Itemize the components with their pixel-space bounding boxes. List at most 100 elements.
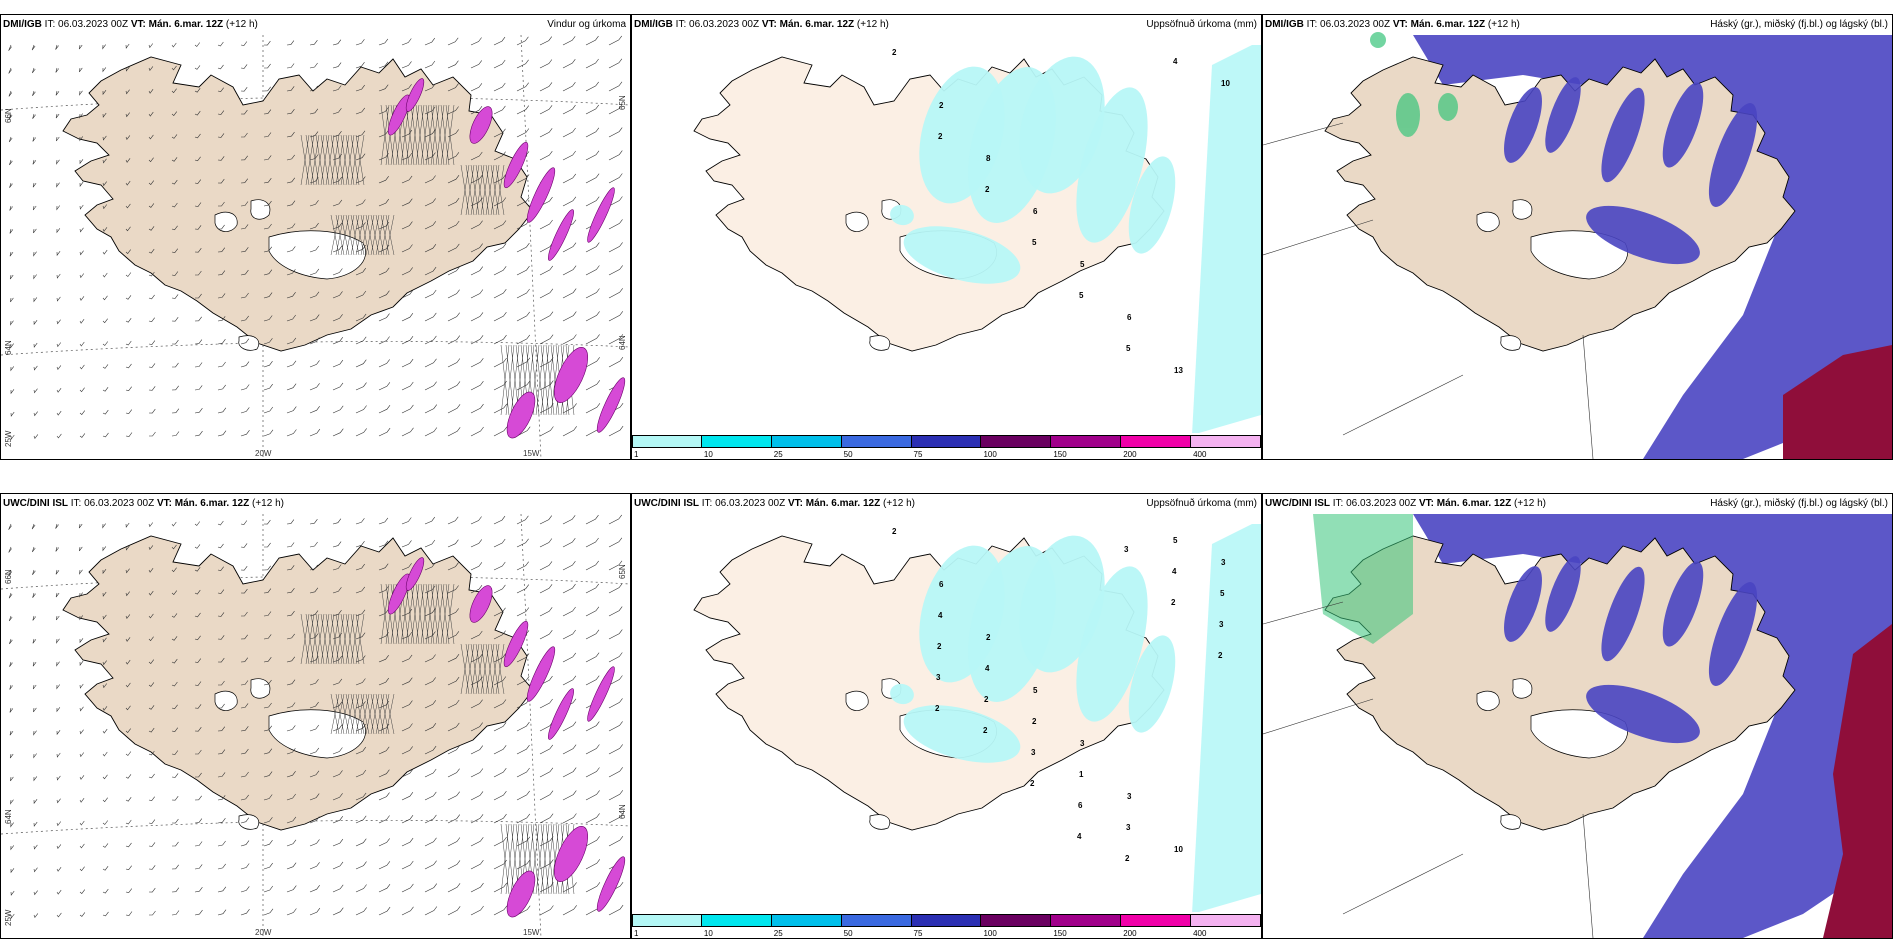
wind-barb [148,89,154,94]
wind-barb [10,366,15,372]
precip-value: 5 [1173,536,1178,545]
wind-barb [608,242,623,253]
wind-barb [401,244,413,253]
wind-barb [286,633,295,640]
wind-barb [401,769,414,778]
wind-barb [447,516,459,525]
wind-barb [585,311,600,322]
colorbar-tick-label: 400 [1193,929,1207,938]
wind-barb [470,562,483,571]
wind-barb [401,221,413,230]
wind-barb [79,387,85,393]
wind-barb [9,159,13,166]
wind-barb [102,706,108,711]
model-name: DMI/IGB [634,19,673,30]
wind-barb [55,569,60,575]
wind-barb [562,334,577,345]
wind-barb [31,523,36,530]
wind-barb [79,113,83,119]
wind-barb [562,744,577,755]
precip-blob [387,94,411,136]
precip-value: 2 [1030,779,1035,788]
wind-barb [240,634,248,640]
wind-barb [8,90,13,97]
wind-barb [401,267,413,276]
wind-barb [263,840,273,847]
wind-barb [263,109,272,115]
wind-barb [32,592,36,598]
wind-barb [102,683,108,689]
wind-barb [10,890,15,896]
hatch-line [470,643,480,695]
wind-barb [171,658,178,664]
wind-barb [562,150,576,161]
wind-barb [355,62,365,69]
wind-barb [125,659,131,665]
wind-barb [539,334,554,345]
wind-barb [470,791,484,801]
panel-title: Háský (gr.), miðský (fj.bl.) og lágský (… [1710,19,1888,30]
wind-barb [263,429,274,437]
wind-barb [493,791,507,801]
model-name: UWC/DINI ISL [3,498,68,509]
wind-barb [470,426,484,437]
wind-barb [195,749,202,755]
wind-barb [424,335,437,345]
cloud-cover-map [1263,494,1892,938]
precip-blob [526,646,556,702]
wind-barb [493,289,507,299]
precip-value: 2 [984,695,989,704]
wind-barb [378,427,391,437]
wind-barb [401,860,414,870]
wind-barb [263,679,272,686]
wind-barb [217,657,225,663]
wind-barb [309,747,320,755]
wind-barb [102,341,109,346]
wind-barb [148,43,154,49]
wind-barb [33,821,38,827]
wind-barb [447,906,461,916]
hatch-line [415,104,425,166]
wind-barb [240,64,248,69]
wind-barb [241,611,248,617]
wind-barb [608,560,623,571]
wind-barb [240,840,250,847]
hatch-line [475,643,485,695]
wind-barb [516,607,530,617]
precip-value: 6 [1033,207,1038,216]
precip-area [1128,156,1176,254]
cloud-patch [1438,93,1458,121]
wind-barb [309,541,318,548]
wind-barb [401,723,413,732]
wind-barb [332,541,342,548]
precip-value: 4 [938,611,943,620]
precip-value: 2 [1032,717,1037,726]
wind-barb [194,841,203,847]
wind-barb [516,334,531,345]
wind-barb [171,521,177,527]
hatch-line [550,823,560,895]
wind-barb [8,523,12,530]
precip-value: 4 [1172,567,1177,576]
wind-barb [608,652,623,663]
wind-barb [424,244,437,253]
wind-barb [516,288,530,299]
graticule-line [1,341,630,356]
wind-barb [585,744,600,755]
precip-value: 6 [1127,313,1132,322]
wind-barb [447,814,461,824]
colorbar-swatch [701,914,772,927]
wind-barb [79,912,86,917]
wind-barb [562,721,577,732]
wind-barb [263,519,271,525]
wind-barb [516,197,530,207]
wind-barb [585,242,600,253]
wind-barb [562,606,576,617]
wind-barb [171,271,179,276]
wind-barb [539,426,554,437]
boundary-line [1582,334,1594,459]
wind-barb [286,679,296,686]
wind-barb [9,205,13,211]
wind-barb [102,227,108,232]
hatch-line [485,164,495,216]
